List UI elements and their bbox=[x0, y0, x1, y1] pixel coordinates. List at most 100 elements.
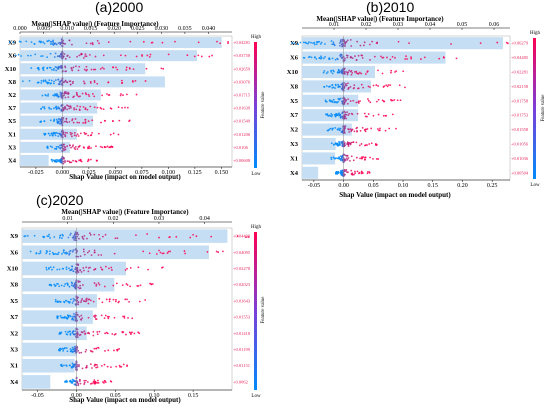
shap-point bbox=[125, 66, 128, 69]
shap-point bbox=[344, 84, 347, 86]
shap-point bbox=[104, 265, 107, 268]
shap-point bbox=[45, 249, 48, 252]
shap-point bbox=[72, 348, 75, 351]
shap-point bbox=[109, 133, 112, 136]
shap-point bbox=[366, 128, 369, 130]
shap-point bbox=[72, 318, 75, 321]
shap-point bbox=[67, 331, 69, 334]
shap-point bbox=[68, 107, 71, 110]
shap-point bbox=[161, 266, 164, 269]
shap-point bbox=[65, 365, 68, 367]
shap-point bbox=[97, 254, 100, 256]
shap-point bbox=[402, 70, 405, 73]
shap-point bbox=[159, 251, 162, 254]
shap-point bbox=[98, 238, 101, 240]
shap-point bbox=[360, 170, 363, 173]
shap-point bbox=[80, 318, 83, 321]
importance-bar bbox=[302, 51, 446, 64]
shap-point bbox=[58, 236, 61, 239]
shap-point bbox=[131, 317, 134, 320]
shap-point bbox=[341, 143, 344, 146]
shap-point bbox=[58, 107, 61, 110]
shap-point bbox=[88, 232, 91, 235]
shap-point bbox=[216, 40, 218, 43]
shap-point bbox=[222, 250, 224, 253]
shap-point bbox=[18, 40, 21, 43]
shap-point bbox=[63, 53, 66, 55]
shap-point bbox=[103, 363, 106, 366]
shap-point bbox=[95, 159, 98, 162]
shap-point bbox=[108, 300, 111, 303]
shap-point bbox=[77, 255, 79, 258]
shap-point bbox=[122, 363, 125, 366]
shap-point bbox=[77, 135, 80, 137]
shap-point bbox=[99, 145, 102, 148]
shap-point bbox=[348, 112, 351, 115]
shap-point bbox=[87, 146, 89, 149]
top-tick-label: 0.035 bbox=[178, 26, 192, 32]
shap-point bbox=[353, 86, 356, 89]
shap-point bbox=[388, 127, 391, 130]
shap-point bbox=[74, 148, 77, 151]
shap-point bbox=[85, 349, 88, 351]
bottom-axis: -0.05 0.00 0.05 0.10 0.15 0.20 0.25 bbox=[302, 179, 510, 189]
shap-point bbox=[355, 72, 358, 74]
shap-point bbox=[84, 300, 87, 303]
shap-point bbox=[133, 332, 136, 335]
feature-label: X5 bbox=[10, 298, 19, 305]
shap-point bbox=[167, 53, 170, 56]
shap-point bbox=[90, 82, 92, 84]
shap-point bbox=[74, 281, 77, 284]
shap-point bbox=[103, 119, 106, 122]
shap-point bbox=[174, 40, 176, 43]
shap-point bbox=[65, 347, 68, 349]
shap-point bbox=[349, 128, 352, 130]
shap-point bbox=[351, 71, 354, 74]
shap-point bbox=[75, 272, 78, 275]
shap-point bbox=[66, 284, 69, 287]
importance-value-label: +0.01206 bbox=[233, 132, 251, 137]
shap-point bbox=[369, 156, 371, 159]
bottom-tick-label: 0.15 bbox=[188, 393, 199, 399]
shap-point bbox=[60, 363, 63, 366]
importance-bar bbox=[302, 80, 372, 93]
shap-point bbox=[330, 115, 333, 118]
shap-point bbox=[59, 133, 62, 136]
shap-point bbox=[98, 42, 100, 45]
shap-point bbox=[73, 132, 76, 134]
shap-point bbox=[423, 56, 426, 59]
feature-label: X1 bbox=[8, 131, 16, 138]
importance-value-label: +0.01056 bbox=[511, 142, 529, 147]
shap-point bbox=[291, 42, 294, 44]
shap-point bbox=[85, 364, 88, 367]
shap-point bbox=[347, 71, 350, 74]
importance-value-label: +0.02023 bbox=[233, 282, 251, 287]
shap-point bbox=[331, 101, 334, 103]
shap-point bbox=[68, 364, 71, 367]
shap-point bbox=[42, 235, 45, 238]
bottom-tick-label: 0.05 bbox=[368, 183, 379, 189]
shap-point bbox=[55, 118, 58, 121]
shap-point bbox=[64, 252, 66, 254]
shap-point bbox=[54, 134, 57, 137]
shap-point bbox=[347, 114, 350, 117]
shap-point bbox=[117, 133, 120, 136]
shap-point bbox=[341, 145, 344, 147]
top-axis: 0.01 0.02 0.03 0.04 0.05 0.06 bbox=[302, 22, 510, 30]
bottom-tick-label: 0.150 bbox=[215, 170, 229, 176]
shap-point bbox=[125, 68, 128, 71]
shap-point bbox=[68, 105, 70, 108]
shap-point bbox=[325, 72, 328, 75]
shap-point bbox=[91, 131, 94, 134]
shap-point bbox=[78, 280, 81, 283]
shap-point bbox=[52, 253, 55, 256]
shap-point bbox=[74, 118, 77, 120]
shap-point bbox=[43, 42, 46, 45]
shap-point bbox=[74, 363, 77, 366]
shap-point bbox=[45, 268, 48, 271]
shap-point bbox=[341, 84, 344, 86]
top-axis: 0.000 0.005 0.010 0.015 0.020 0.025 0.030 0.035… bbox=[13, 26, 232, 34]
shap-point bbox=[340, 39, 342, 41]
shap-point bbox=[350, 45, 353, 47]
top-tick-label: 0.040 bbox=[202, 26, 216, 32]
